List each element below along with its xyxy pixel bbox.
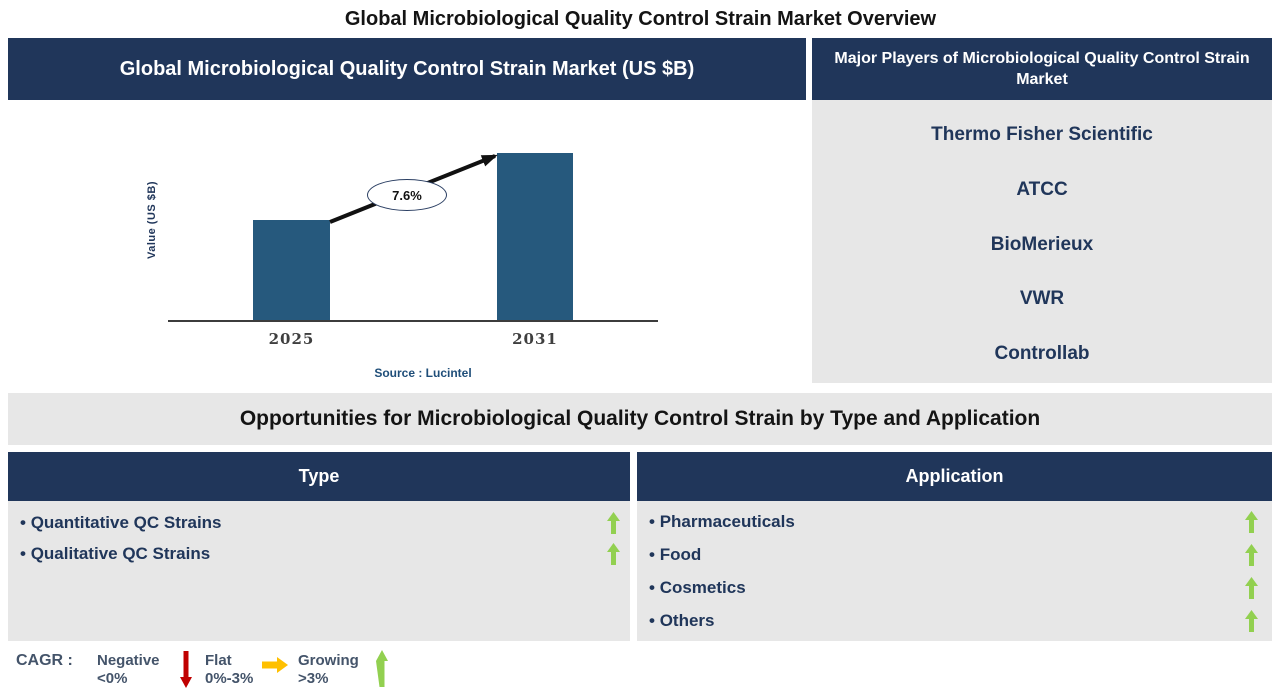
up-arrow-icon: [1245, 576, 1258, 599]
application-list: Pharmaceuticals Food Cosmetics Others: [637, 501, 1272, 641]
up-arrow-icon: [607, 542, 620, 565]
application-item-label: Pharmaceuticals: [649, 512, 795, 532]
up-arrow-icon: [376, 650, 388, 687]
type-row: Qualitative QC Strains: [8, 538, 630, 569]
application-panel: Application Pharmaceuticals Food Cosmeti…: [637, 452, 1272, 641]
application-header: Application: [637, 452, 1272, 501]
major-players-list: Thermo Fisher Scientific ATCC BioMerieux…: [812, 100, 1272, 383]
application-row: Others: [637, 604, 1272, 637]
application-item-label: Others: [649, 611, 715, 631]
legend-item-growing: Growing >3%: [298, 652, 359, 688]
legend-item-flat: Flat 0%-3%: [205, 652, 253, 688]
company-item: BioMerieux: [990, 233, 1094, 255]
company-item: Controllab: [994, 343, 1090, 364]
up-arrow-icon: [1245, 543, 1258, 566]
type-item-label: Qualitative QC Strains: [20, 544, 211, 564]
up-arrow-icon: [1245, 510, 1258, 533]
major-players-panel: Major Players of Microbiological Quality…: [812, 38, 1272, 383]
legend-growing-range: >3%: [298, 670, 329, 687]
type-panel: Type Quantitative QC Strains Qualitative…: [8, 452, 630, 641]
cagr-legend-label: CAGR :: [16, 652, 73, 669]
type-item-label: Quantitative QC Strains: [20, 513, 222, 533]
legend-flat-name: Flat: [205, 652, 232, 669]
major-players-header: Major Players of Microbiological Quality…: [812, 38, 1272, 100]
company-item: Thermo Fisher Scientific: [931, 124, 1153, 145]
application-row: Pharmaceuticals: [637, 505, 1272, 538]
legend-flat-range: 0%-3%: [205, 670, 254, 687]
application-item-label: Food: [649, 545, 702, 565]
type-list: Quantitative QC Strains Qualitative QC S…: [8, 501, 630, 641]
cagr-annotation-ellipse: 7.6%: [367, 179, 447, 211]
application-row: Food: [637, 538, 1272, 571]
application-item-label: Cosmetics: [649, 578, 746, 598]
legend-item-negative: Negative <0%: [97, 652, 160, 688]
up-arrow-icon: [607, 511, 620, 534]
application-row: Cosmetics: [637, 571, 1272, 604]
type-row: Quantitative QC Strains: [8, 507, 630, 538]
company-item: ATCC: [1016, 178, 1068, 200]
x-axis-line: [168, 320, 658, 322]
bar-2031: [497, 153, 573, 320]
company-item: VWR: [1019, 288, 1065, 310]
market-bar-chart: Value (US $B) 7.6% 2025 2031 Source : Lu…: [8, 100, 806, 390]
right-arrow-icon: [262, 657, 288, 673]
opportunities-banner: Opportunities for Microbiological Qualit…: [8, 393, 1272, 445]
chart-panel-header: Global Microbiological Quality Control S…: [8, 38, 806, 100]
legend-negative-range: <0%: [97, 670, 128, 687]
x-tick-2031: 2031: [512, 330, 558, 348]
up-arrow-icon: [1245, 609, 1258, 632]
down-arrow-icon: [180, 651, 192, 688]
source-label: Source : Lucintel: [374, 366, 472, 380]
bar-2025: [253, 220, 330, 320]
type-header: Type: [8, 452, 630, 501]
page-title: Global Microbiological Quality Control S…: [344, 8, 937, 30]
legend-growing-name: Growing: [298, 652, 359, 669]
legend-negative-name: Negative: [97, 652, 160, 669]
growth-arrow: [329, 154, 498, 224]
x-tick-2025: 2025: [268, 330, 315, 348]
